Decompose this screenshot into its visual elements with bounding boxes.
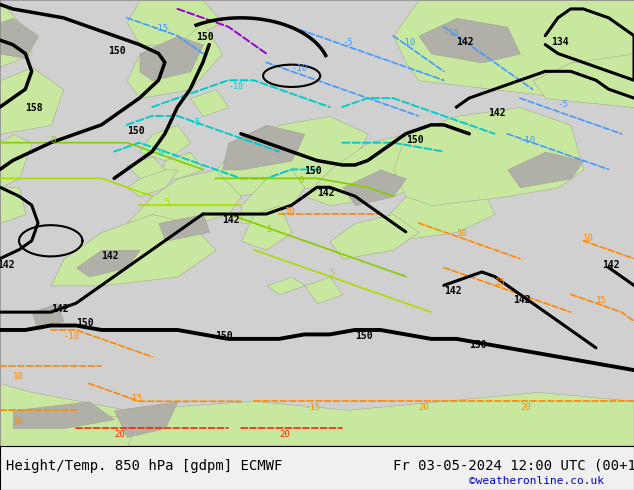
Text: 142: 142 <box>51 304 68 314</box>
Text: 20: 20 <box>520 403 531 412</box>
Text: 15: 15 <box>495 278 505 287</box>
Text: 0: 0 <box>298 176 303 185</box>
Text: 0: 0 <box>158 149 164 158</box>
Text: 142: 142 <box>317 188 335 198</box>
Text: 150: 150 <box>406 135 424 145</box>
Text: 150: 150 <box>304 166 322 176</box>
Text: -5: -5 <box>190 118 200 127</box>
Text: 142: 142 <box>488 108 506 118</box>
Text: 150: 150 <box>127 126 145 136</box>
Text: 142: 142 <box>101 250 119 261</box>
Text: 20: 20 <box>418 403 429 412</box>
Text: -15: -15 <box>127 394 143 403</box>
Text: 0: 0 <box>51 136 56 145</box>
Text: 150: 150 <box>355 331 373 341</box>
Text: 142: 142 <box>0 260 15 270</box>
Text: 150: 150 <box>197 32 214 42</box>
Text: 142: 142 <box>222 215 240 225</box>
Text: -10: -10 <box>399 38 415 47</box>
Text: -10: -10 <box>520 136 536 145</box>
Text: 10: 10 <box>13 416 23 426</box>
Text: 150: 150 <box>108 46 126 55</box>
Text: Height/Temp. 850 hPa [gdpm] ECMWF: Height/Temp. 850 hPa [gdpm] ECMWF <box>6 459 283 473</box>
Text: 5: 5 <box>330 270 335 278</box>
Text: 150: 150 <box>469 340 487 350</box>
Text: -15: -15 <box>304 403 320 412</box>
Text: 5: 5 <box>266 225 271 234</box>
Text: 134: 134 <box>552 37 569 47</box>
Text: -10: -10 <box>292 64 307 74</box>
Text: ©weatheronline.co.uk: ©weatheronline.co.uk <box>469 476 604 486</box>
Text: 5: 5 <box>165 198 170 207</box>
Text: 10: 10 <box>456 229 467 238</box>
Text: 20: 20 <box>114 430 125 439</box>
Text: 150: 150 <box>76 318 94 327</box>
Text: 142: 142 <box>456 37 474 47</box>
Text: Fr 03-05-2024 12:00 UTC (00+12): Fr 03-05-2024 12:00 UTC (00+12) <box>393 459 634 473</box>
Text: 142: 142 <box>602 260 620 270</box>
Text: -15: -15 <box>152 24 168 33</box>
Text: -10: -10 <box>228 82 243 91</box>
Text: -15: -15 <box>444 29 460 38</box>
Text: 142: 142 <box>514 295 531 305</box>
Text: 10: 10 <box>285 207 296 216</box>
Text: 15: 15 <box>596 296 607 305</box>
Text: -5: -5 <box>558 100 569 109</box>
Text: 10: 10 <box>583 234 594 243</box>
Text: -10: -10 <box>63 332 79 341</box>
Text: 142: 142 <box>444 286 462 296</box>
Text: 20: 20 <box>279 430 290 439</box>
Text: 158: 158 <box>25 103 43 114</box>
Text: -5: -5 <box>342 38 353 47</box>
Text: 150: 150 <box>216 331 233 341</box>
Text: 10: 10 <box>13 372 23 381</box>
